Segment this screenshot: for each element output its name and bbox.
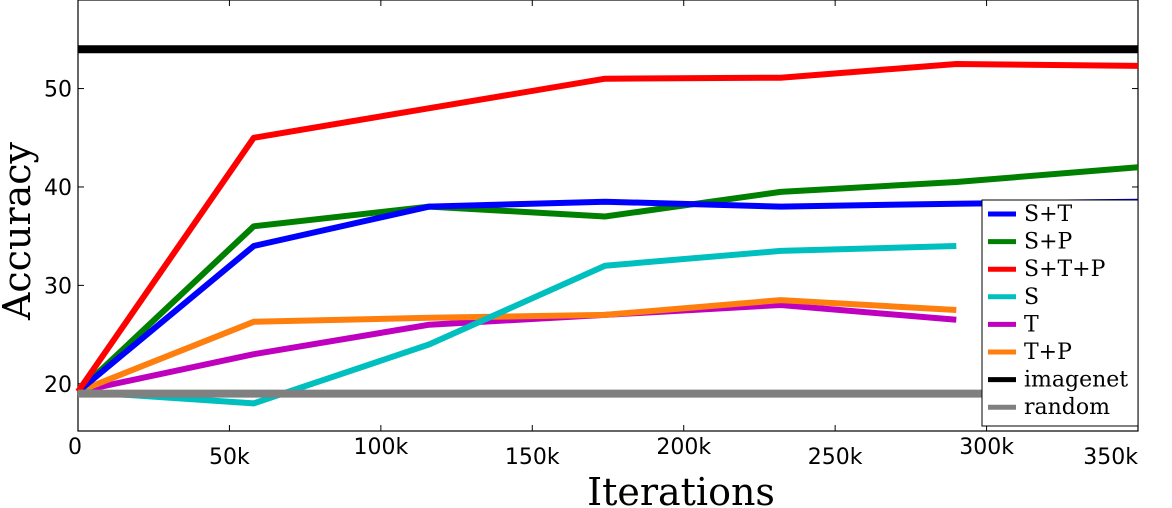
x-axis-title: Iterations — [587, 470, 775, 508]
y-axis-title: Accuracy — [0, 141, 39, 321]
y-tick-label: 30 — [44, 274, 72, 299]
y-tick-label: 20 — [44, 373, 72, 398]
series-line-t — [77, 302, 957, 395]
y-tick-label: 40 — [44, 176, 72, 201]
series-lines — [75, 45, 1139, 407]
series-line-s-plus-p — [75, 164, 1139, 394]
series-line-s-plus-t-plus-p — [75, 61, 1139, 394]
legend-label: random — [1024, 395, 1110, 420]
x-tick-label: 100k — [353, 435, 408, 460]
x-tick-label: 50k — [209, 445, 250, 470]
ticks-layer: 0 50k 100k 150k 200k 250k 300k 350k 20 30 40 50 — [44, 0, 1139, 470]
series-line-t-plus-p — [76, 297, 957, 395]
x-tick-label: 300k — [959, 435, 1014, 460]
legend-label: S+T — [1024, 202, 1073, 227]
legend-label: S — [1024, 285, 1039, 310]
series-line-s-plus-t — [76, 198, 1139, 394]
x-tick-label: 350k — [1083, 445, 1138, 470]
x-tick-label: 250k — [808, 445, 863, 470]
legend-label: imagenet — [1024, 368, 1128, 393]
legend-label: T+P — [1024, 340, 1072, 365]
series-line-s — [77, 243, 957, 407]
legend-label: T — [1024, 312, 1039, 337]
x-tick-label: 200k — [656, 435, 711, 460]
legend-box — [981, 199, 1139, 427]
legend-label: S+T+P — [1024, 257, 1106, 282]
x-tick-label: 0 — [68, 435, 82, 460]
x-tick-label: 150k — [505, 445, 560, 470]
y-tick-label: 50 — [44, 78, 72, 103]
legend-label: S+P — [1024, 230, 1073, 255]
